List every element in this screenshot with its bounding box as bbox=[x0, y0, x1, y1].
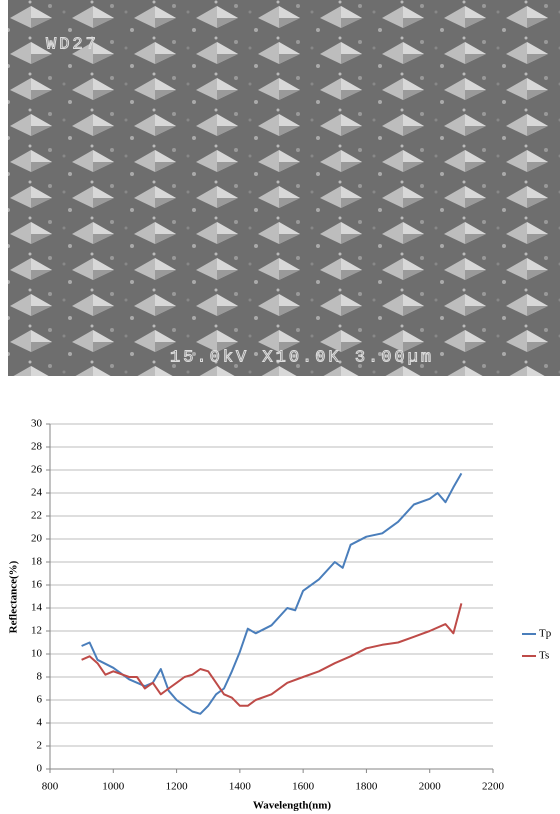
y-tick-label: 30 bbox=[31, 418, 43, 430]
y-tick-label: 2 bbox=[37, 740, 43, 752]
sem-image: WD27 15.0kV X10.0K 3.00µm bbox=[8, 0, 560, 376]
y-tick-label: 10 bbox=[31, 648, 43, 660]
y-tick-label: 6 bbox=[37, 694, 43, 706]
legend-label: Tp bbox=[539, 628, 552, 640]
y-tick-label: 24 bbox=[31, 487, 43, 499]
y-tick-label: 28 bbox=[31, 441, 43, 453]
x-tick-label: 2000 bbox=[419, 781, 442, 793]
x-tick-label: 1400 bbox=[229, 781, 252, 793]
y-tick-label: 26 bbox=[31, 464, 43, 476]
y-tick-label: 4 bbox=[37, 717, 43, 729]
chart: Wavelength(nm) Reflectance(%) bbox=[8, 560, 332, 811]
x-axis-label: Wavelength(nm) bbox=[253, 800, 332, 812]
y-tick-label: 20 bbox=[31, 533, 43, 545]
x-tick-label: 800 bbox=[42, 781, 59, 793]
y-tick-label: 8 bbox=[37, 671, 43, 683]
sem-surface bbox=[8, 0, 560, 376]
x-tick-label: 1600 bbox=[292, 781, 315, 793]
x-tick-label: 1000 bbox=[102, 781, 125, 793]
y-tick-label: 12 bbox=[31, 625, 42, 637]
y-axis-label: Reflectance(%) bbox=[8, 560, 20, 633]
y-tick-label: 22 bbox=[31, 510, 42, 522]
x-tick-label: 2200 bbox=[482, 781, 505, 793]
data-line bbox=[81, 603, 463, 707]
legend-label: Ts bbox=[539, 650, 549, 662]
y-tick-label: 0 bbox=[37, 763, 43, 775]
sem-scale: 15.0kV X10.0K 3.00µm bbox=[170, 348, 434, 367]
x-tick-label: 1800 bbox=[355, 781, 378, 793]
x-tick-label: 1200 bbox=[166, 781, 189, 793]
y-tick-label: 18 bbox=[31, 556, 43, 568]
sem-label: WD27 bbox=[46, 35, 99, 54]
y-tick-label: 16 bbox=[31, 579, 43, 591]
y-tick-label: 14 bbox=[31, 602, 43, 614]
